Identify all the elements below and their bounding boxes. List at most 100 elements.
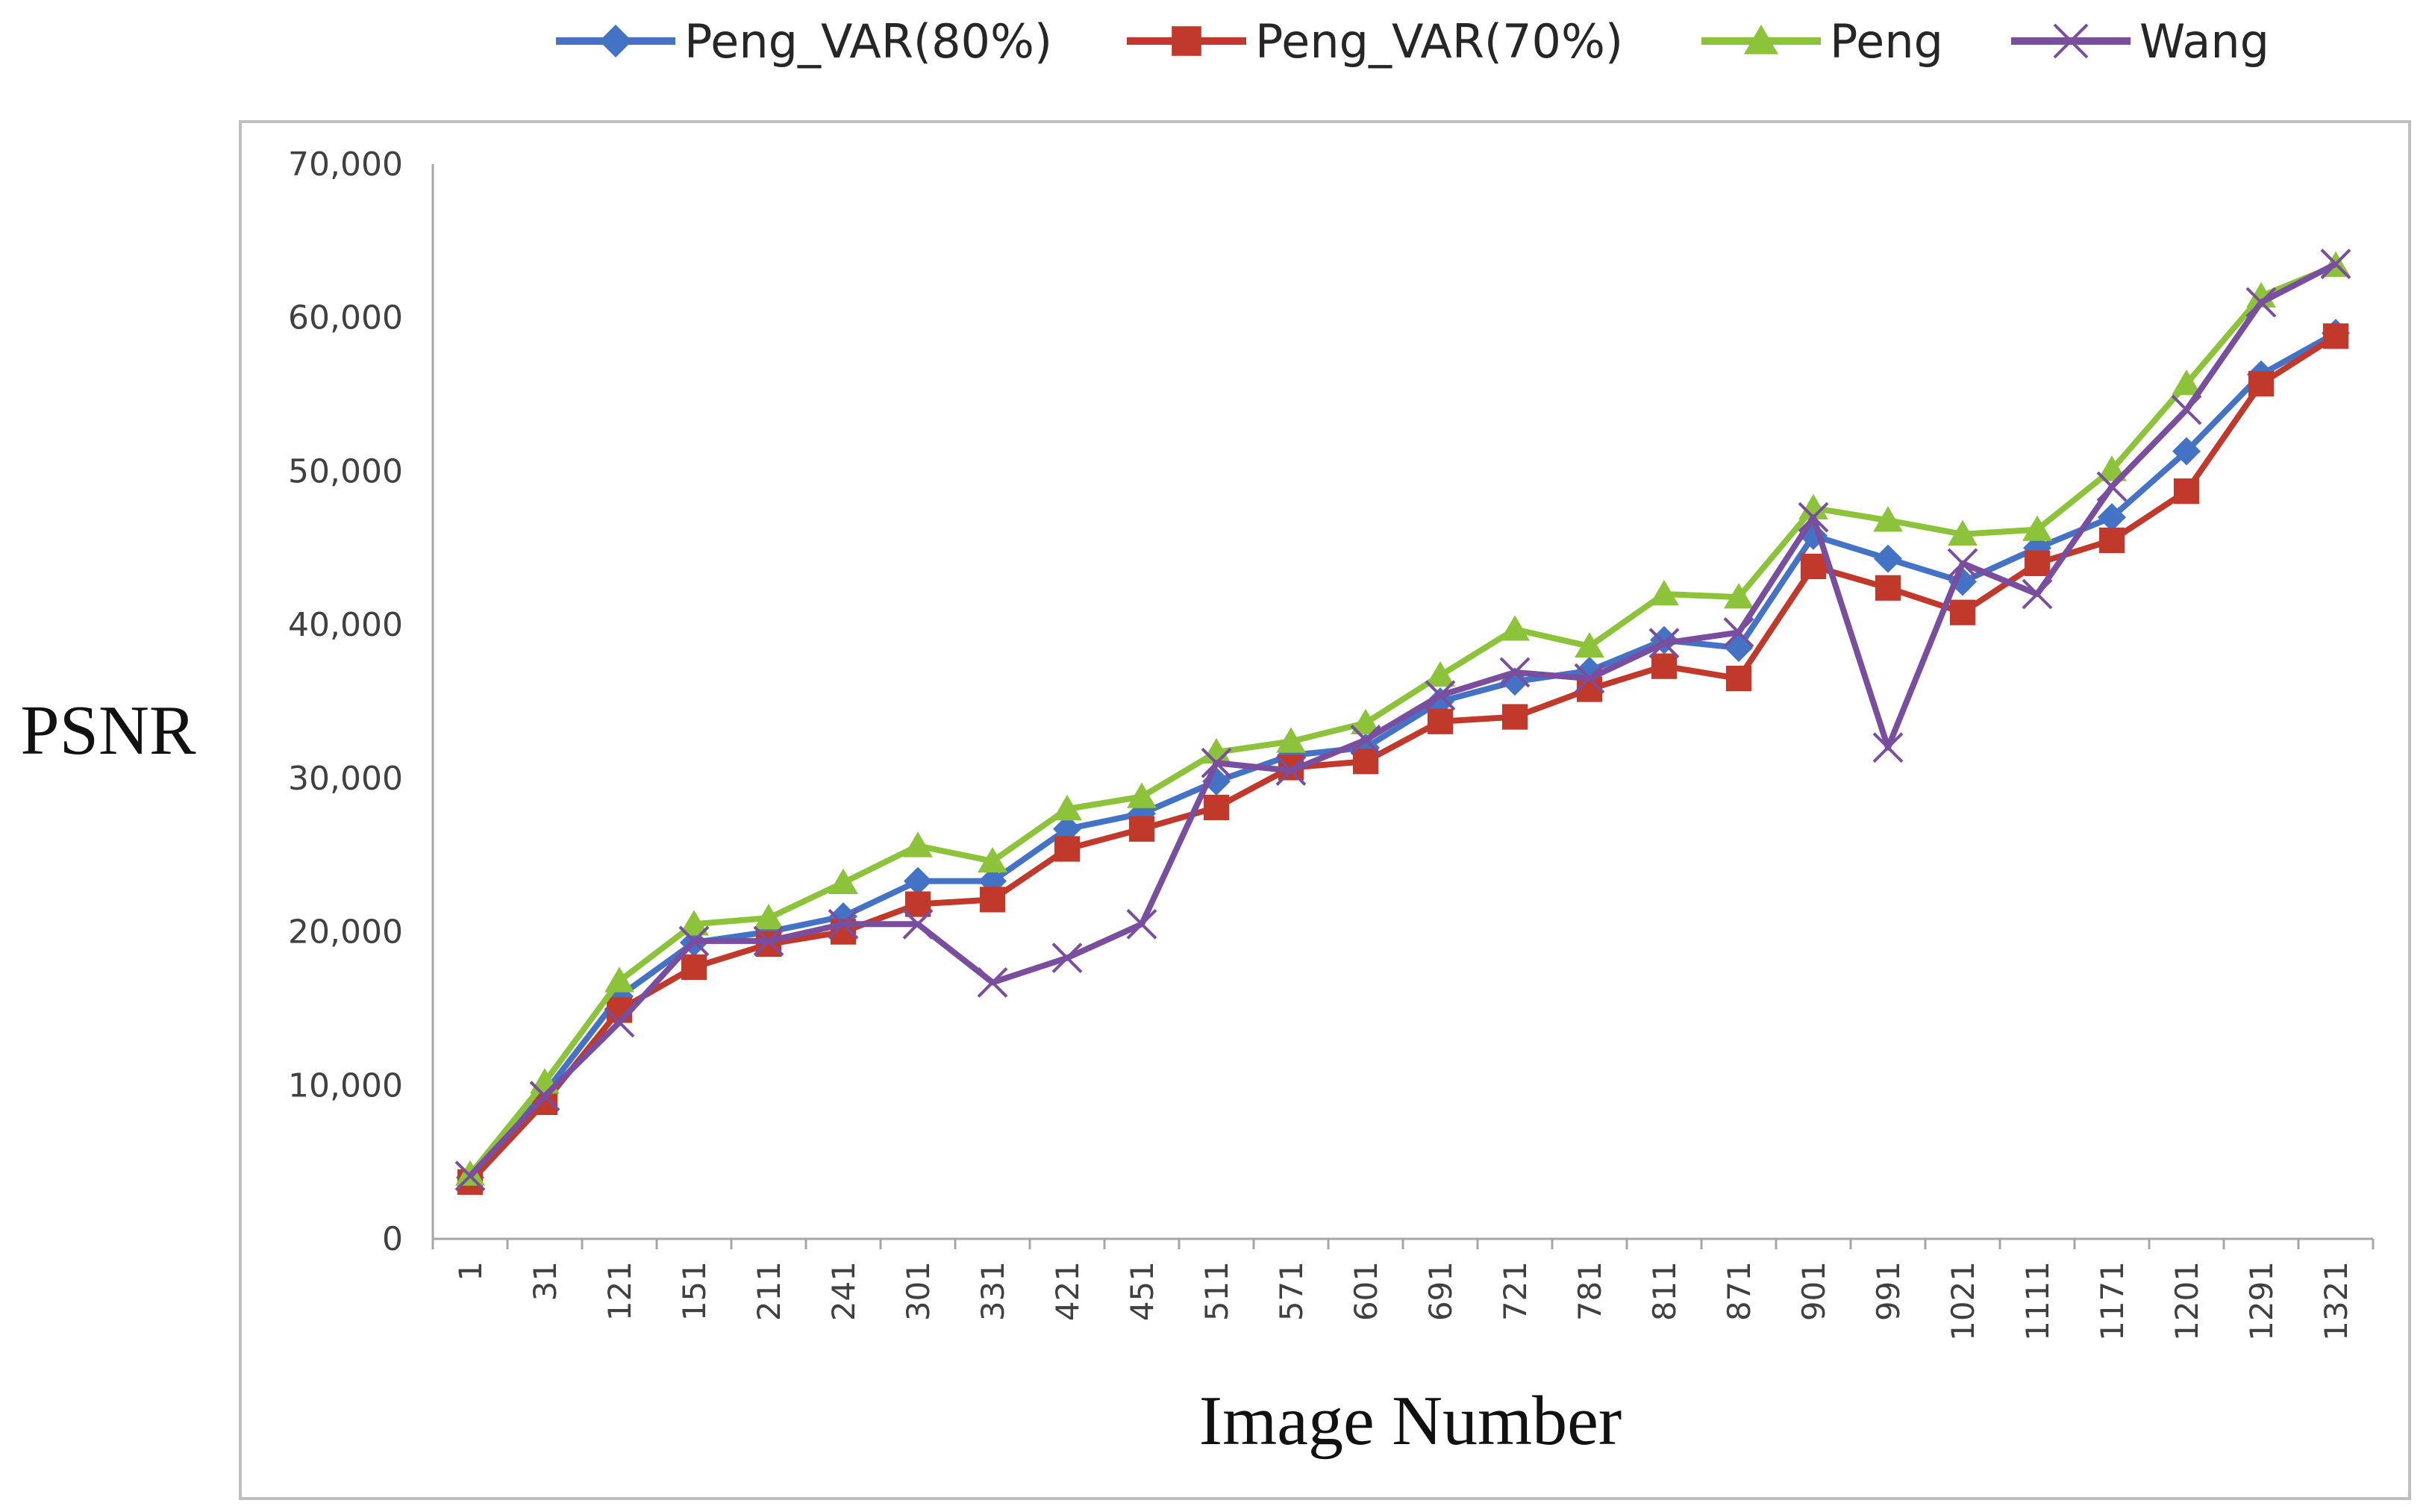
data-point-peng-var-70 (1427, 708, 1454, 734)
data-point-peng (1873, 506, 1903, 532)
data-point-peng (754, 904, 784, 930)
series-line-peng-var-80 (468, 330, 2337, 1180)
data-point-wang (753, 925, 784, 957)
y-axis-ticks: 0 10,000 20,000 30,000 40,000 50,000 60,000 70,… (288, 146, 403, 1258)
x-tick-label: 901 (1795, 1261, 1832, 1321)
legend-marker-diamond (599, 25, 632, 57)
y-tick-label: 50,000 (288, 452, 403, 490)
data-point-peng-var-70 (2248, 371, 2275, 397)
series-peng-var-70 (457, 323, 2349, 1195)
data-point-wang (828, 908, 859, 940)
x-tick-label: 1 (452, 1261, 489, 1281)
x-tick-label: 991 (1870, 1261, 1907, 1321)
data-point-wang (1798, 502, 1829, 533)
series-peng-var-80 (456, 319, 2350, 1192)
data-point-peng-var-70 (1875, 575, 1901, 601)
data-point-peng-var-70 (2173, 478, 2200, 504)
x-tick-label: 781 (1572, 1261, 1608, 1321)
x-tick-label: 691 (1422, 1261, 1459, 1321)
data-point-peng-var-70 (1949, 599, 1976, 625)
data-point-peng (1575, 631, 1604, 658)
data-point-wang (2171, 394, 2202, 425)
data-point-peng (1052, 795, 1082, 821)
data-point-wang (1425, 680, 1456, 711)
data-point-peng (1500, 615, 1530, 641)
data-point-peng-var-70 (2322, 323, 2349, 349)
x-tick-label: 601 (1348, 1261, 1384, 1321)
x-tick-label: 451 (1124, 1261, 1160, 1321)
y-tick-label: 40,000 (288, 606, 403, 644)
legend-label: Peng_VAR(70%) (1255, 14, 1623, 69)
series-wang (454, 249, 2351, 1192)
series-line-peng (467, 263, 2337, 1177)
data-point-peng (978, 846, 1007, 873)
data-point-peng (1649, 580, 1679, 606)
x-tick-label: 211 (751, 1261, 787, 1321)
legend: Peng_VAR(80%) Peng_VAR(70%) Peng Wang (556, 14, 2269, 69)
data-point-peng-var-70 (904, 891, 931, 917)
legend-label: Peng_VAR(80%) (684, 14, 1052, 69)
legend-marker-triangle (1743, 25, 1779, 54)
data-point-peng-var-70 (1203, 794, 1230, 821)
data-point-peng-var-70 (1054, 836, 1081, 862)
data-point-peng-var-70 (2098, 527, 2125, 554)
data-point-wang (1499, 657, 1531, 688)
data-point-peng (1351, 708, 1381, 734)
data-point-peng (1127, 782, 1157, 808)
series-line-wang (468, 261, 2337, 1178)
x-tick-label: 121 (601, 1261, 638, 1321)
data-point-peng (1798, 493, 1828, 519)
x-tick-label: 301 (900, 1261, 937, 1321)
data-point-peng-var-70 (1501, 704, 1528, 730)
data-point-wang (1275, 755, 1307, 786)
x-tick-label: 871 (1721, 1261, 1757, 1321)
legend-label: Wang (2139, 14, 2269, 69)
data-point-wang (2022, 578, 2053, 610)
data-point-wang (1201, 747, 1232, 778)
data-point-peng (2022, 515, 2052, 541)
x-axis-ticks: 1 31 121 151 211 241 301 331 421 451 511 571 601 691 7… (431, 1239, 2375, 1341)
data-point-peng-var-70 (1651, 653, 1678, 679)
legend-item-peng-var-80: Peng_VAR(80%) (556, 14, 1052, 69)
chart-frame (239, 120, 2411, 1500)
x-tick-label: 241 (825, 1261, 862, 1321)
y-tick-label: 20,000 (288, 913, 403, 952)
data-point-peng-var-70 (1128, 816, 1155, 842)
x-tick-label: 1021 (1945, 1261, 1981, 1341)
data-point-peng (604, 966, 634, 993)
series-line-peng-var-70 (468, 334, 2338, 1184)
data-point-peng-var-80 (1874, 544, 1902, 573)
x-tick-label: 811 (1646, 1261, 1683, 1321)
data-point-wang (1574, 663, 1605, 694)
data-point-peng (679, 910, 709, 936)
legend-marker-square (1172, 26, 1201, 56)
series (454, 249, 2351, 1195)
data-point-wang (1723, 617, 1754, 648)
data-point-wang (529, 1081, 560, 1112)
x-axis-title: Image Number (1199, 1382, 1622, 1460)
legend-item-peng-var-70: Peng_VAR(70%) (1127, 14, 1623, 69)
data-point-peng (903, 831, 933, 857)
data-point-peng (828, 868, 858, 894)
series-peng (455, 251, 2351, 1186)
data-point-peng-var-80 (2098, 503, 2126, 532)
x-tick-label: 1171 (2094, 1261, 2131, 1341)
data-point-peng-var-70 (1800, 553, 1827, 580)
data-point-wang (1947, 548, 1978, 579)
data-point-wang (1872, 732, 1904, 763)
data-point-wang (1051, 943, 1083, 973)
x-tick-label: 1321 (2318, 1261, 2354, 1341)
x-tick-label: 721 (1497, 1261, 1534, 1321)
data-point-peng-var-70 (681, 954, 707, 980)
x-tick-label: 1291 (2243, 1261, 2280, 1341)
y-tick-label: 30,000 (288, 760, 403, 798)
data-point-peng (1724, 583, 1754, 609)
data-point-peng-var-70 (979, 887, 1006, 913)
x-tick-label: 1111 (2019, 1261, 2056, 1341)
x-tick-label: 31 (527, 1261, 563, 1301)
data-point-wang (678, 925, 710, 957)
data-point-peng-var-70 (755, 931, 782, 958)
y-axis-title: PSNR (20, 692, 196, 769)
legend-item-wang: Wang (2011, 14, 2269, 69)
